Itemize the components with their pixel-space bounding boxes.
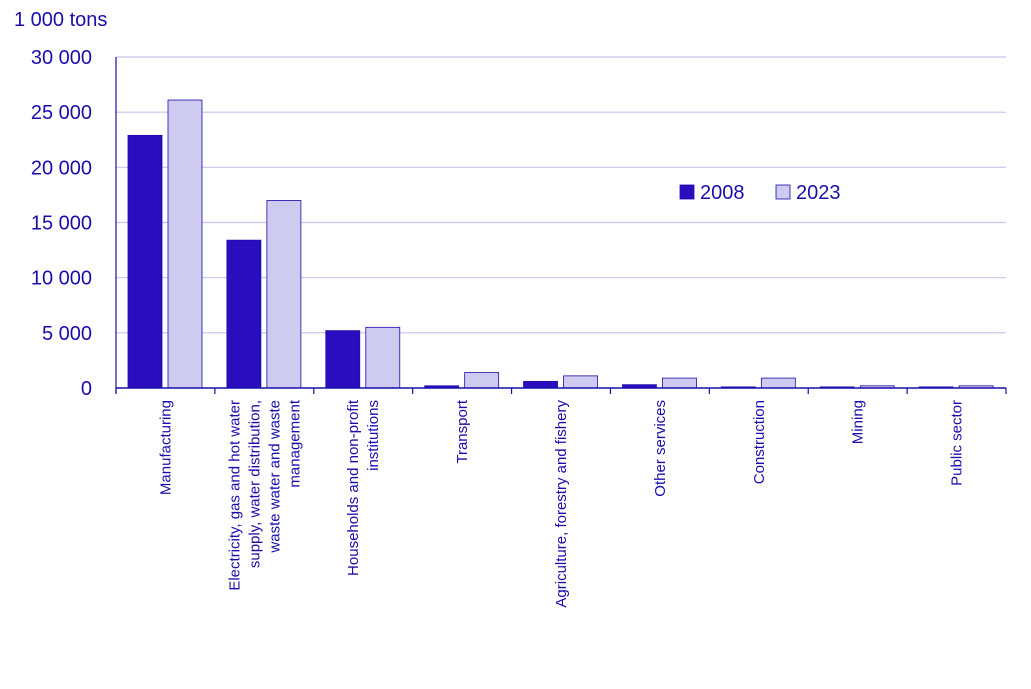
bar-2023-0 — [167, 99, 203, 389]
y-axis-unit-label: 1 000 tons — [14, 9, 107, 31]
y-tick-label: 15 000 — [31, 213, 92, 235]
bar-2023-4 — [563, 375, 598, 389]
y-tick-label: 10 000 — [31, 268, 92, 290]
gridlines — [116, 56, 1006, 334]
y-tick-label: 30 000 — [31, 47, 92, 69]
legend-label-2023: 2023 — [796, 182, 841, 204]
bar-2008-1 — [226, 239, 262, 389]
bar-2023-5 — [662, 377, 697, 389]
category-label: Manufacturing — [157, 400, 174, 495]
category-label: Households and non-profit institutions — [345, 399, 382, 576]
y-tick-label: 20 000 — [31, 157, 92, 179]
category-label: Construction — [751, 400, 768, 484]
bar-2008-4 — [523, 380, 558, 389]
legend-label-2008: 2008 — [700, 182, 745, 204]
category-label: Public sector — [949, 400, 966, 486]
y-tick-label: 25 000 — [31, 102, 92, 124]
bar-2023-3 — [464, 372, 500, 389]
category-label: Mining — [850, 400, 867, 444]
bar-2023-6 — [760, 377, 796, 389]
x-axis — [115, 57, 1007, 394]
legend: 2008 2023 — [679, 182, 841, 204]
bar-2023-1 — [266, 200, 302, 389]
category-label: Other services — [652, 400, 669, 497]
bars — [127, 99, 994, 389]
bar-2023-2 — [365, 326, 401, 389]
bar-2008-0 — [127, 134, 163, 389]
y-tick-label: 5 000 — [42, 323, 92, 345]
category-label: Transport — [454, 399, 471, 463]
legend-swatch-2008 — [679, 184, 695, 200]
category-labels: Manufacturing Electricity, gas and hot wa… — [157, 399, 965, 607]
bar-2008-2 — [325, 330, 361, 389]
category-label: Agriculture, forestry and fishery — [553, 400, 570, 608]
y-tick-label: 0 — [81, 378, 92, 400]
category-label: Electricity, gas and hot water supply, wa… — [226, 399, 303, 590]
legend-swatch-2023 — [775, 184, 791, 200]
y-axis-ticks: 0 5 000 10 000 15 000 20 000 25 000 30 000 — [31, 47, 92, 400]
